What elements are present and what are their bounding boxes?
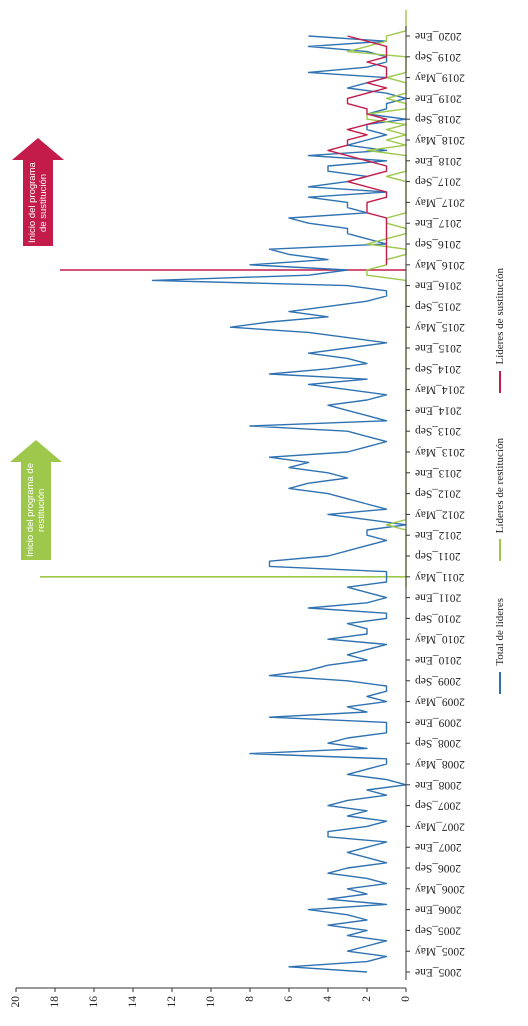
time-tick-label: 2006_Ene: [415, 904, 462, 916]
time-tick-label: 2012_Ene: [415, 529, 462, 541]
legend-swatch-sustitucion: [499, 370, 501, 393]
time-tick-label: 2015_Ene: [415, 342, 462, 354]
time-tick-label: 2018_May: [415, 134, 465, 146]
time-tick-label: 2019_Ene: [415, 92, 462, 104]
time-tick-label: 2008_May: [415, 758, 465, 770]
value-tick-label: 4: [322, 996, 334, 1002]
time-tick-label: 2005_Sep: [415, 924, 461, 936]
legend-item-restitucion: Líderes de restitución: [490, 438, 510, 562]
time-tick-label: 2013_Sep: [415, 425, 461, 437]
value-tick-label: 10: [205, 996, 217, 1008]
plot-area: [40, 10, 407, 973]
time-tick-label: 2012_May: [415, 508, 465, 520]
time-axis: 2005_Ene 2005_May 2005_Sep 2006_Ene 2006_May…: [405, 26, 465, 980]
time-tick-label: 2014_May: [415, 384, 465, 396]
annotation-restitucion-label: Inicio del programa de restitución: [25, 463, 47, 558]
time-tick-label: 2008_Ene: [415, 779, 462, 791]
time-tick-label: 2009_Sep: [415, 675, 461, 687]
value-tick-label: 0: [400, 996, 412, 1002]
time-tick-label: 2016_May: [415, 259, 465, 271]
legend-label-total: Total de líderes: [494, 598, 506, 666]
time-tick-label: 2010_Ene: [415, 654, 462, 666]
value-tick-label: 14: [127, 996, 139, 1008]
legend-item-total: Total de líderes: [490, 598, 510, 694]
time-tick-label: 2016_Sep: [415, 238, 461, 250]
time-tick-label: 2011_May: [415, 571, 465, 583]
annotation-restitucion: Inicio del programa de restitución: [10, 440, 62, 560]
time-tick-label: 2012_Sep: [415, 488, 461, 500]
time-tick-label: 2009_May: [415, 696, 465, 708]
time-tick-label: 2019_May: [415, 72, 465, 84]
value-tick-label: 18: [49, 996, 61, 1008]
time-tick-label: 2014_Ene: [415, 404, 462, 416]
time-tick-label: 2011_Ene: [415, 592, 461, 604]
legend-item-sustitucion: Líderes de sustitución: [490, 268, 510, 393]
time-tick-label: 2014_Sep: [415, 363, 461, 375]
arrow-up-icon: [10, 440, 62, 462]
value-tick-label: 8: [244, 996, 256, 1002]
time-tick-label: 2016_Ene: [415, 280, 462, 292]
time-tick-label: 2006_May: [415, 883, 465, 895]
time-tick-label: 2013_May: [415, 446, 465, 458]
time-tick-label: 2017_Sep: [415, 176, 461, 188]
time-tick-label: 2010_Sep: [415, 612, 461, 624]
time-tick-label: 2007_Sep: [415, 800, 461, 812]
legend-swatch-restitucion: [499, 539, 501, 562]
time-tick-label: 2007_Ene: [415, 841, 462, 853]
annotation-sustitucion-label: Inicio del programa de sustitución: [27, 162, 49, 243]
time-tick-label: 2017_Ene: [415, 217, 462, 229]
value-tick-label: 6: [283, 996, 295, 1002]
legend-label-sustitucion: Líderes de sustitución: [494, 268, 506, 365]
value-tick-label: 2: [361, 996, 373, 1002]
value-axis: 0 2 4 6 8 10 12 14 16 18 20: [10, 987, 412, 1008]
time-tick-label: 2019_Sep: [415, 51, 461, 63]
series-sustitucion-line: [327, 35, 388, 265]
time-tick-label: 2015_Sep: [415, 300, 461, 312]
time-tick-label: 2017_May: [415, 196, 465, 208]
time-tick-label: 2009_Ene: [415, 716, 462, 728]
time-tick-label: 2007_May: [415, 820, 465, 832]
time-tick-label: 2005_Ene: [415, 966, 462, 978]
legend-label-restitucion: Líderes de restitución: [494, 438, 506, 534]
time-tick-label: 2015_May: [415, 321, 465, 333]
time-tick-label: 2008_Sep: [415, 737, 461, 749]
value-tick-label: 16: [88, 996, 100, 1008]
time-tick-label: 2018_Ene: [415, 155, 462, 167]
legend-swatch-total: [499, 671, 501, 694]
time-tick-label: 2010_May: [415, 633, 465, 645]
time-tick-label: 2018_Sep: [415, 113, 461, 125]
value-tick-label: 12: [166, 996, 178, 1008]
time-tick-label: 2005_May: [415, 945, 465, 957]
arrow-up-icon: [12, 138, 64, 160]
time-tick-label: 2013_Ene: [415, 467, 462, 479]
time-tick-label: 2020_Ene: [415, 30, 462, 42]
time-tick-label: 2006_Sep: [415, 862, 461, 874]
annotation-sustitucion: Inicio del programa de sustitución: [12, 138, 64, 246]
time-tick-label: 2011_Sep: [415, 550, 461, 562]
value-tick-label: 20: [10, 996, 22, 1008]
